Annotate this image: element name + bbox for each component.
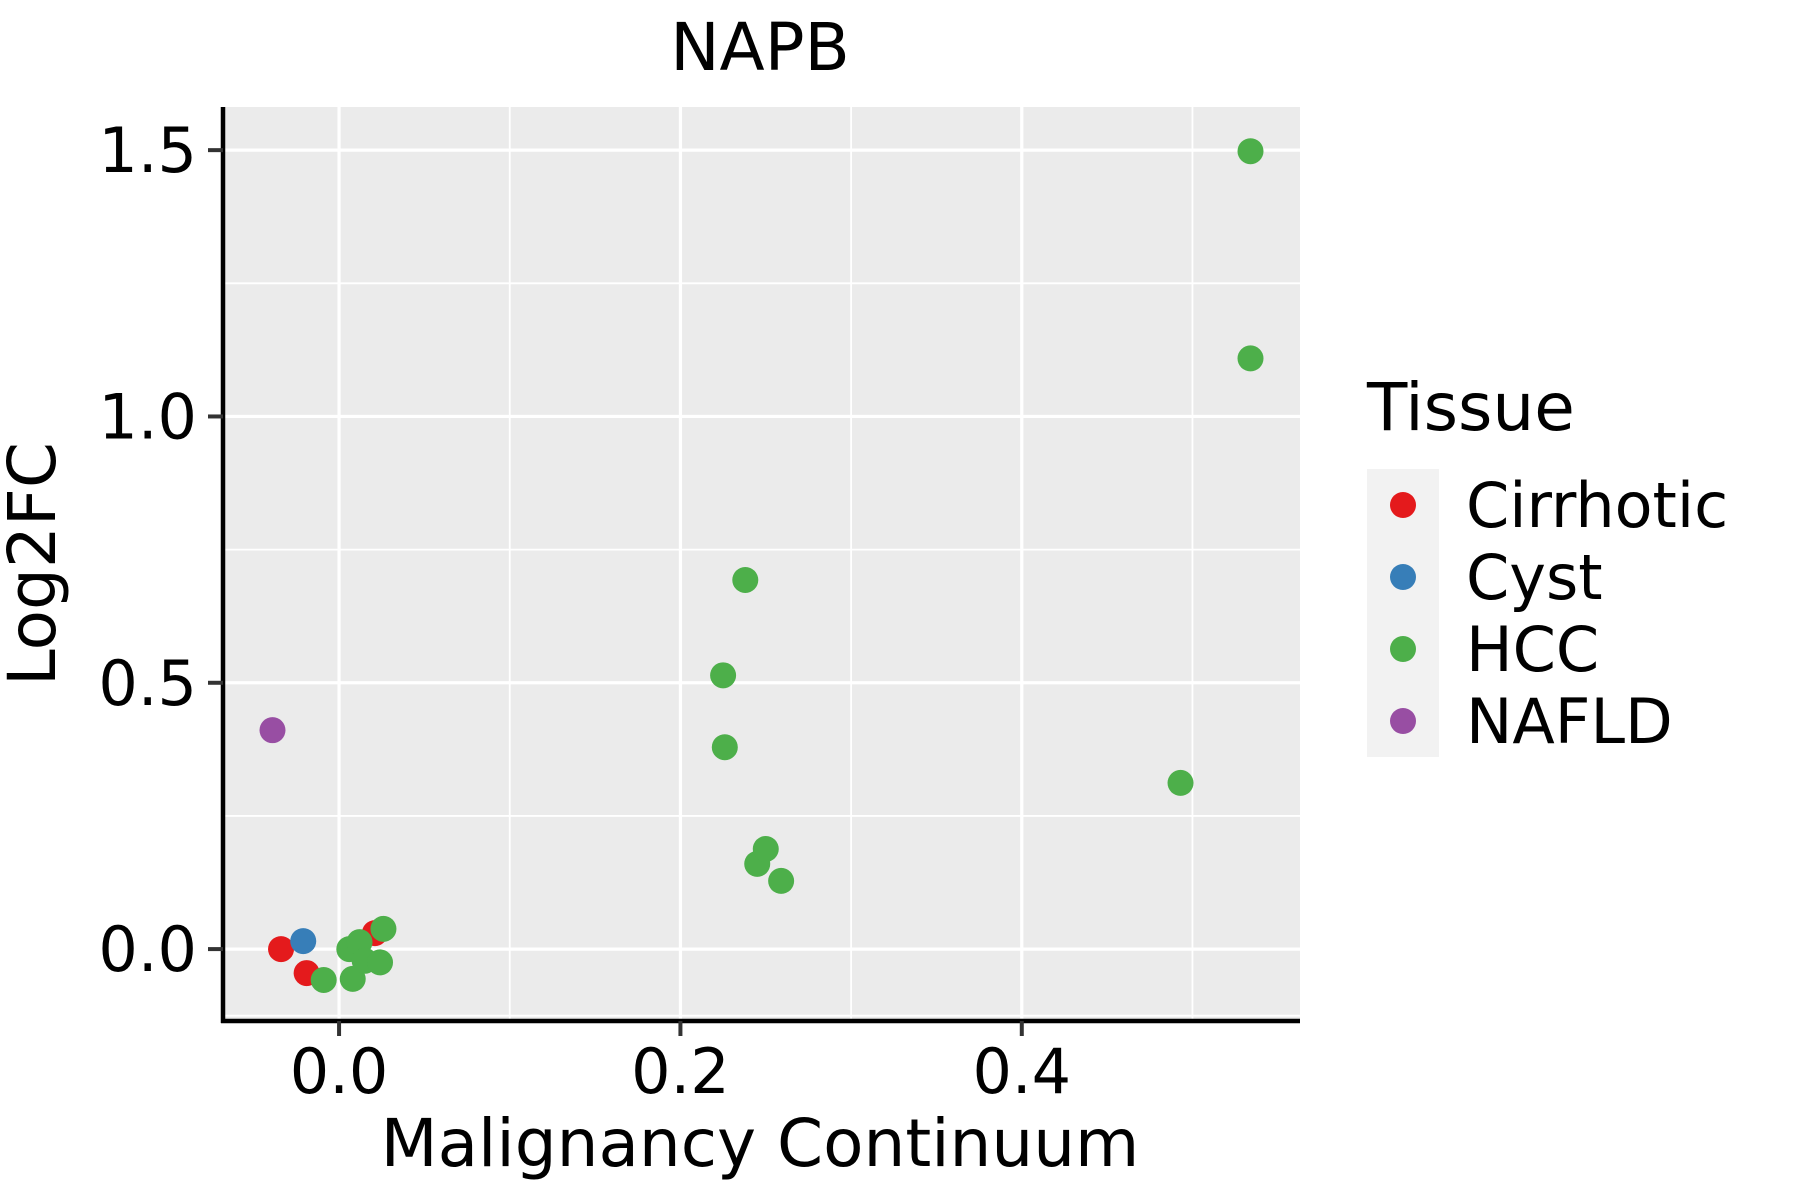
legend-swatch-cirrhotic: [1390, 492, 1416, 518]
y-axis-title: Log2FC: [0, 442, 71, 686]
legend-label-cirrhotic: Cirrhotic: [1466, 469, 1728, 542]
gridlines-major: [223, 107, 1300, 1021]
data-point-hcc: [711, 734, 738, 761]
data-point-hcc: [710, 662, 737, 689]
data-point-hcc: [752, 835, 779, 862]
data-point-hcc: [1167, 769, 1194, 796]
y-tick-label: 0.0: [98, 913, 197, 986]
data-point-hcc: [732, 566, 759, 593]
axis-ticks: [208, 148, 1024, 1036]
legend-label-nafld: NAFLD: [1466, 685, 1673, 758]
data-point-hcc: [310, 966, 337, 993]
data-point-cyst: [290, 928, 317, 955]
data-point-hcc: [367, 949, 394, 976]
x-axis-title: Malignancy Continuum: [381, 1105, 1140, 1182]
y-tick-label: 1.0: [98, 380, 197, 453]
plot-panel: [223, 107, 1300, 1021]
legend-label-hcc: HCC: [1466, 613, 1599, 686]
axis-tick-labels: 0.0 0.2 0.4 0.0 0.5 1.0 1.5: [98, 114, 1071, 1108]
data-point-hcc: [1237, 345, 1264, 372]
x-tick-label: 0.2: [631, 1035, 730, 1108]
data-point-nafld: [259, 717, 286, 744]
data-points: [259, 138, 1264, 993]
y-tick-label: 1.5: [98, 114, 197, 187]
data-point-hcc: [370, 915, 397, 942]
legend-swatch-cyst: [1390, 564, 1416, 590]
legend-title: Tissue: [1366, 369, 1575, 446]
x-tick-label: 0.4: [972, 1035, 1071, 1108]
x-tick-label: 0.0: [290, 1035, 389, 1108]
legend-swatch-nafld: [1390, 708, 1416, 734]
plot-title: NAPB: [670, 9, 850, 86]
data-point-hcc: [1237, 138, 1264, 165]
legend-swatch-hcc: [1390, 636, 1416, 662]
gridlines-minor: [223, 107, 1300, 1021]
axis-spines: [220, 107, 1300, 1024]
data-point-cirrhotic: [268, 936, 295, 963]
data-point-hcc: [768, 867, 795, 894]
legend-label-cyst: Cyst: [1466, 541, 1603, 614]
y-tick-label: 0.5: [98, 647, 197, 720]
